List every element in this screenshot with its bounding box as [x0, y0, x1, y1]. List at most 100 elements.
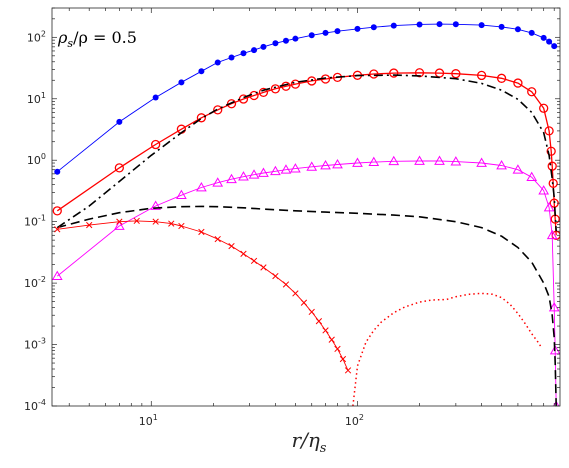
data-point	[478, 22, 485, 29]
data-point	[178, 79, 185, 86]
data-point	[414, 68, 425, 78]
data-point	[546, 146, 556, 156]
data-point	[354, 25, 361, 32]
y-tick-label: 101	[27, 91, 46, 106]
x-tick-label: 101	[139, 413, 158, 428]
chart-marks	[52, 21, 560, 406]
plot-frame	[51, 7, 561, 407]
x-axis-label: r/ηs	[292, 428, 327, 456]
y-tick-label: 10-1	[24, 214, 46, 229]
data-point	[251, 47, 258, 54]
data-point	[282, 281, 290, 288]
data-point	[476, 157, 487, 167]
data-point	[300, 299, 308, 306]
data-point	[434, 155, 445, 165]
data-point	[546, 38, 553, 45]
data-point	[270, 84, 281, 94]
data-point	[280, 164, 292, 174]
data-point	[344, 367, 352, 374]
data-point	[260, 43, 267, 50]
data-point	[113, 220, 125, 230]
data-point	[308, 308, 315, 316]
data-point	[512, 164, 524, 174]
data-point	[322, 29, 329, 36]
data-point	[290, 79, 301, 89]
data-point	[238, 171, 249, 181]
data-point	[548, 302, 560, 312]
data-point	[198, 228, 205, 236]
data-point	[332, 159, 343, 169]
data-point	[496, 73, 507, 83]
data-point	[551, 43, 558, 50]
data-point	[52, 206, 62, 216]
data-point	[240, 50, 247, 57]
x-tick-label: 102	[345, 413, 364, 428]
data-point	[214, 59, 221, 66]
data-point	[546, 229, 558, 240]
data-point	[416, 21, 423, 28]
data-point	[368, 156, 380, 167]
data-point	[549, 344, 560, 355]
data-point	[54, 168, 61, 175]
data-point	[320, 159, 331, 170]
data-point	[436, 21, 443, 28]
data-point	[390, 22, 397, 29]
series-line-7	[352, 292, 543, 406]
data-point	[260, 264, 267, 271]
data-point	[240, 250, 247, 257]
data-point	[540, 34, 547, 41]
data-point	[315, 318, 323, 325]
series-line-3	[56, 74, 557, 232]
data-point	[272, 40, 279, 47]
data-point	[526, 171, 538, 182]
series-line-6	[57, 220, 349, 371]
data-point	[133, 217, 140, 225]
data-point	[308, 32, 315, 39]
y-tick-label: 10-2	[24, 275, 46, 290]
data-point	[226, 173, 237, 184]
data-point	[414, 155, 425, 165]
data-point	[196, 113, 207, 123]
data-point	[228, 54, 235, 61]
data-point	[272, 272, 279, 280]
y-tick-label: 10-3	[24, 337, 46, 352]
data-point	[114, 163, 124, 173]
data-point	[513, 78, 523, 88]
data-point	[328, 336, 335, 343]
data-point	[528, 29, 535, 36]
y-tick-label: 100	[27, 152, 46, 167]
data-point	[196, 181, 207, 192]
data-point	[212, 177, 224, 187]
data-point	[152, 218, 159, 225]
series-line-2	[56, 72, 557, 236]
data-point	[306, 161, 318, 171]
data-point	[292, 35, 299, 42]
data-point	[498, 23, 505, 30]
data-point	[248, 169, 260, 179]
data-point	[334, 345, 341, 353]
y-tick-label: 102	[27, 29, 46, 44]
data-point	[150, 200, 162, 210]
data-point	[539, 103, 549, 113]
data-point	[54, 226, 61, 233]
data-point	[150, 139, 161, 150]
data-point	[450, 156, 462, 166]
axis-ticks: 10-4 10-3 10-2 10-1 100 101 102 101 102	[24, 7, 560, 428]
series-line-4	[57, 160, 557, 406]
data-point	[527, 87, 537, 97]
data-point	[538, 185, 550, 195]
data-point	[496, 159, 507, 170]
data-point	[116, 218, 123, 225]
data-point	[258, 167, 269, 177]
data-point	[370, 24, 377, 31]
data-point	[352, 157, 363, 167]
data-point	[86, 221, 93, 229]
data-point	[292, 290, 299, 297]
data-point	[451, 69, 461, 79]
data-point	[547, 161, 557, 171]
data-point	[476, 70, 487, 81]
data-point	[176, 189, 187, 200]
data-point	[389, 68, 399, 78]
series-line-5	[57, 205, 557, 406]
